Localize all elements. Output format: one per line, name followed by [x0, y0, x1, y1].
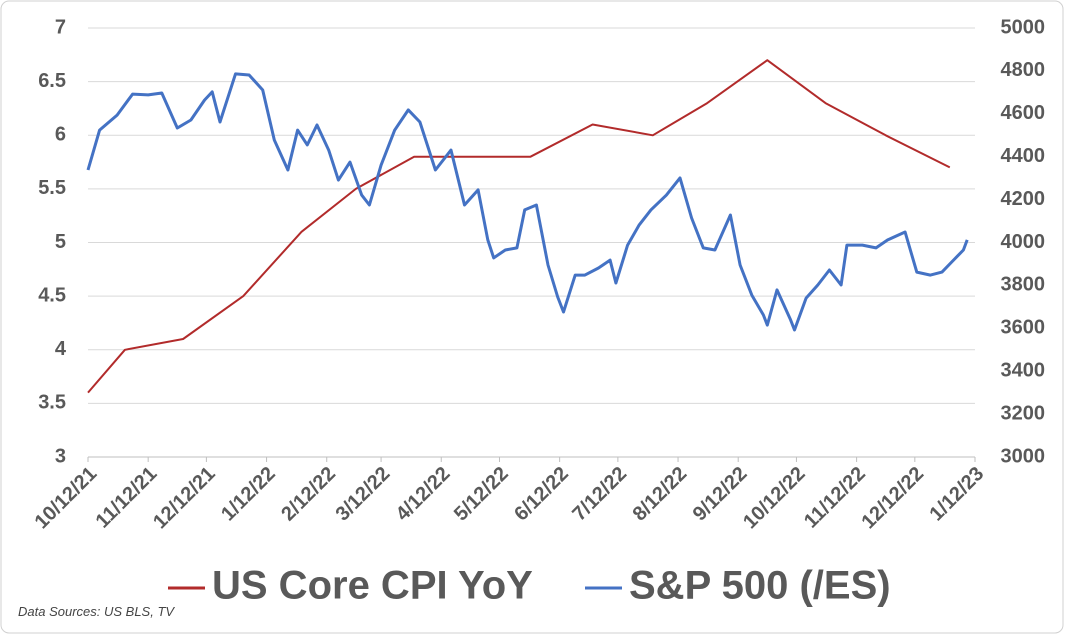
y-tick-label: 4 — [55, 338, 67, 360]
y-tick-label: 5 — [55, 231, 66, 253]
y2-tick-label: 3200 — [1001, 402, 1046, 424]
y-tick-label: 4.5 — [38, 284, 66, 306]
y-tick-label: 5.5 — [38, 177, 66, 199]
series-line — [87, 59, 951, 394]
y2-tick-label: 3600 — [1001, 317, 1046, 339]
y2-tick-label: 5000 — [1001, 16, 1046, 38]
y2-tick-label: 4600 — [1001, 102, 1046, 124]
y2-tick-label: 3800 — [1001, 274, 1046, 296]
y2-tick-label: 3000 — [1001, 445, 1046, 467]
y-tick-label: 7 — [55, 16, 66, 38]
y2-tick-label: 3400 — [1001, 359, 1046, 381]
legend-label: US Core CPI YoY — [212, 564, 533, 608]
source-note: Data Sources: US BLS, TV — [18, 604, 175, 619]
y-tick-label: 6.5 — [38, 70, 66, 92]
legend-label: S&P 500 (/ES) — [629, 564, 891, 608]
y2-tick-label: 4200 — [1001, 188, 1046, 210]
y-tick-label: 6 — [55, 124, 66, 146]
y-tick-label: 3 — [55, 445, 66, 467]
y2-tick-label: 4800 — [1001, 59, 1046, 81]
y-tick-label: 3.5 — [38, 392, 66, 414]
series-line — [86, 72, 969, 332]
y2-tick-label: 4000 — [1001, 231, 1046, 253]
y2-tick-label: 4400 — [1001, 145, 1046, 167]
